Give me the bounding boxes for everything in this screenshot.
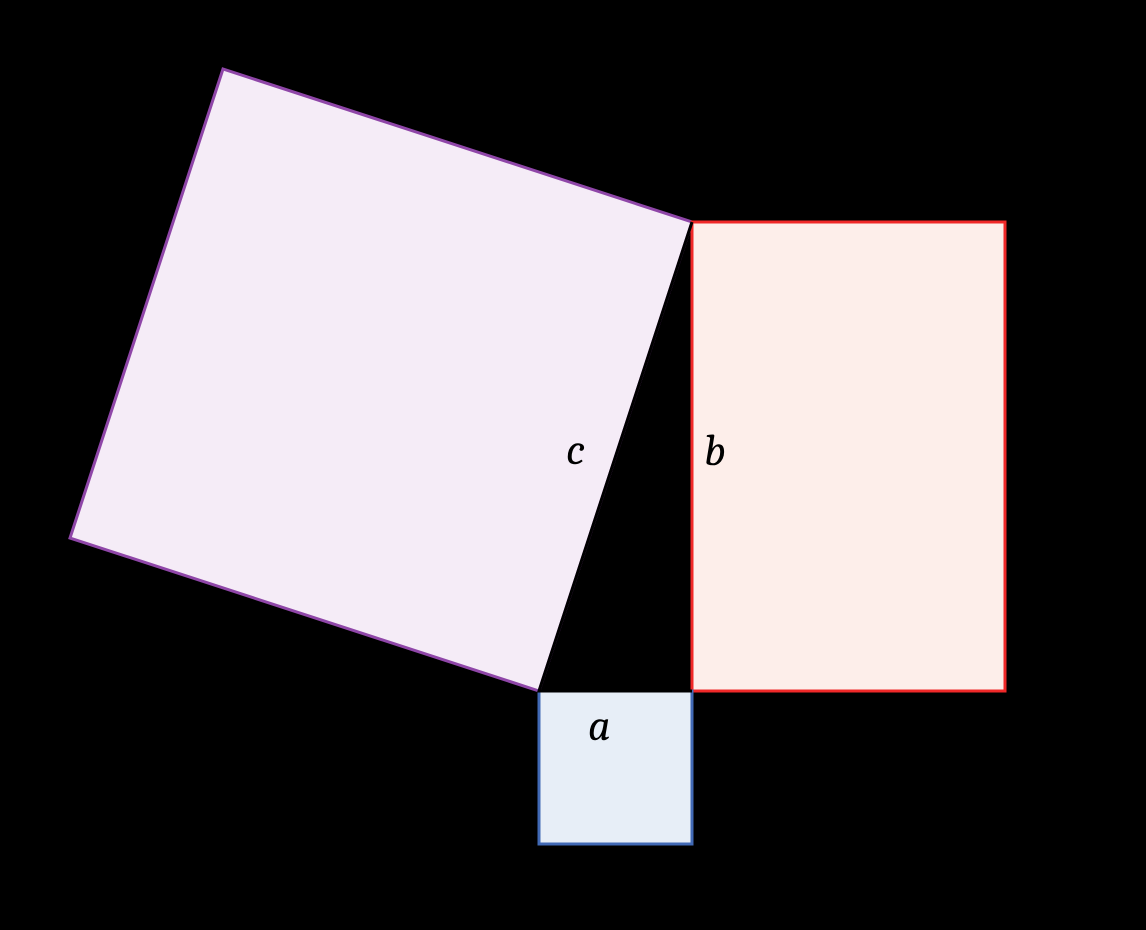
label-c: c	[566, 424, 585, 475]
square-b	[692, 222, 1005, 691]
square-c	[70, 69, 692, 691]
label-b: b	[704, 425, 726, 476]
pythagorean-diagram: c b a	[0, 0, 1146, 925]
square-a	[539, 691, 692, 844]
label-a: a	[588, 700, 611, 751]
